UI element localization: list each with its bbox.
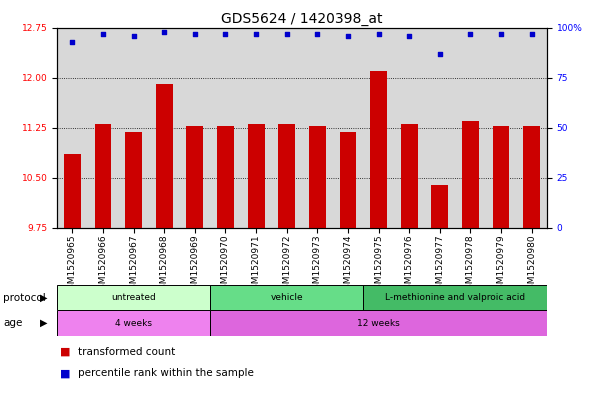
Text: vehicle: vehicle [270,293,303,302]
Bar [210,310,547,336]
Point [496,30,506,37]
Point [343,32,353,39]
Point [374,30,383,37]
Text: 12 weeks: 12 weeks [357,319,400,328]
Point [221,30,230,37]
Text: percentile rank within the sample: percentile rank within the sample [78,368,254,378]
Text: ■: ■ [60,368,70,378]
Point [251,30,261,37]
Bar [248,124,264,228]
Point [159,28,169,35]
Point [435,50,445,57]
Bar [217,126,234,228]
Bar [94,124,111,228]
Text: 4 weeks: 4 weeks [115,319,152,328]
Bar [401,124,418,228]
Point [404,32,414,39]
Text: untreated: untreated [111,293,156,302]
Bar [370,71,387,228]
Title: GDS5624 / 1420398_at: GDS5624 / 1420398_at [221,13,383,26]
Bar [340,132,356,228]
Bar [363,285,547,310]
Point [313,30,322,37]
Text: transformed count: transformed count [78,347,175,357]
Bar [156,84,172,228]
Point [466,30,475,37]
Point [190,30,200,37]
Bar [57,310,210,336]
Bar [493,126,510,228]
Bar [57,285,210,310]
Bar [278,124,295,228]
Point [98,30,108,37]
Bar [64,154,81,228]
Text: ▶: ▶ [40,293,47,303]
Text: ▶: ▶ [40,318,47,328]
Bar [523,127,540,228]
Bar [432,184,448,228]
Point [129,32,138,39]
Point [282,30,291,37]
Point [527,30,537,37]
Bar [125,132,142,228]
Text: age: age [3,318,22,328]
Bar [186,126,203,228]
Text: L-methionine and valproic acid: L-methionine and valproic acid [385,293,525,302]
Text: protocol: protocol [3,293,46,303]
Point [67,39,77,45]
Bar [462,121,479,228]
Bar [210,285,363,310]
Bar [309,127,326,228]
Text: ■: ■ [60,347,70,357]
